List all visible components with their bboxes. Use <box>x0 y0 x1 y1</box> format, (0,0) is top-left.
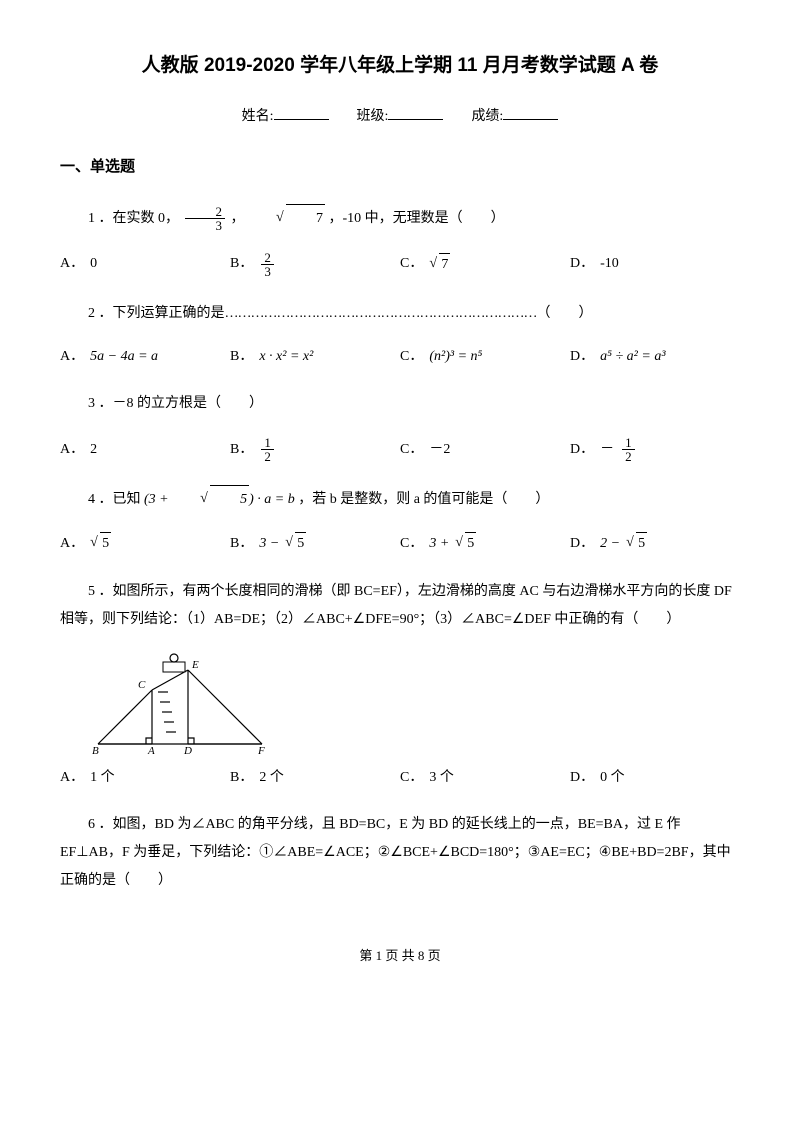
q4-option-d[interactable]: D．2 − 5 <box>570 532 740 555</box>
q1-option-d[interactable]: D．-10 <box>570 251 740 278</box>
q1-text-post: ，-10 中，无理数是（ ） <box>329 211 505 226</box>
q4-option-b[interactable]: B．3 − 5 <box>230 532 400 555</box>
page: 人教版 2019-2020 学年八年级上学期 11 月月考数学试题 A 卷 姓名… <box>0 0 800 1004</box>
q1-comma1: ， <box>231 211 245 226</box>
label-D: D <box>183 745 192 757</box>
q4-option-a[interactable]: A．5 <box>60 532 230 555</box>
q2-text: 2 ．下列运算正确的是 <box>88 306 225 321</box>
label-C: C <box>138 679 146 691</box>
q4-expr: (3 + 5) · a = b <box>144 492 295 507</box>
q2-option-d[interactable]: D．a⁵ ÷ a² = a³ <box>570 346 740 368</box>
q5-option-a[interactable]: A．1 个 <box>60 767 230 789</box>
q1-text-pre: 1 ．在实数 0， <box>88 211 179 226</box>
q1-options: A．0 B．23 C．7 D．-10 <box>60 251 740 278</box>
score-label: 成绩: <box>471 109 503 124</box>
question-6: 6 ．如图，BD 为∠ABC 的角平分线，且 BD=BC，E 为 BD 的延长线… <box>60 811 740 895</box>
label-A: A <box>147 745 155 757</box>
q3-option-a[interactable]: A．2 <box>60 436 230 463</box>
question-4: 4 ．已知 (3 + 5) · a = b ，若 b 是整数，则 a 的值可能是… <box>60 485 740 514</box>
student-info-line: 姓名: 班级: 成绩: <box>60 105 740 125</box>
q2-option-c[interactable]: C．(n²)³ = n⁵ <box>400 346 570 368</box>
q2-option-a[interactable]: A．5a − 4a = a <box>60 346 230 368</box>
fraction-2-3: 23 <box>185 205 226 232</box>
sqrt-icon: 5 <box>285 532 306 555</box>
sqrt-icon: 5 <box>626 532 647 555</box>
label-F: F <box>257 745 265 757</box>
page-footer: 第 1 页 共 8 页 <box>60 945 740 964</box>
q4-text-post: ，若 b 是整数，则 a 的值可能是（ ） <box>298 492 549 507</box>
q3-option-b[interactable]: B．12 <box>230 436 400 463</box>
label-E: E <box>191 659 199 671</box>
q5-option-d[interactable]: D．0 个 <box>570 767 740 789</box>
question-3: 3 ．－8 的立方根是（ ） <box>60 390 740 418</box>
q3-options: A．2 B．12 C．－2 D．－12 <box>60 436 740 463</box>
exam-title: 人教版 2019-2020 学年八年级上学期 11 月月考数学试题 A 卷 <box>60 50 740 77</box>
q4-text-pre: 4 ．已知 <box>88 492 141 507</box>
class-label: 班级: <box>357 109 389 124</box>
sqrt-icon: 5 <box>455 532 476 555</box>
q2-dots: ……………………………………………………………… <box>225 306 537 321</box>
q5-option-c[interactable]: C．3 个 <box>400 767 570 789</box>
q5-diagram: B A C D E F <box>90 652 270 757</box>
fraction-icon: 12 <box>261 436 274 463</box>
sqrt-icon: 5 <box>172 485 249 514</box>
sqrt-7: 7 <box>248 204 325 233</box>
question-5: 5 ．如图所示，有两个长度相同的滑梯（即 BC=EF），左边滑梯的高度 AC 与… <box>60 578 740 634</box>
sqrt-icon: 7 <box>429 253 450 276</box>
q3-option-c[interactable]: C．－2 <box>400 436 570 463</box>
question-1: 1 ．在实数 0， 23 ， 7 ，-10 中，无理数是（ ） <box>60 204 740 233</box>
q2-options: A．5a − 4a = a B．x · x² = x² C．(n²)³ = n⁵… <box>60 346 740 368</box>
fraction-icon: 12 <box>622 436 635 463</box>
q1-option-b[interactable]: B．23 <box>230 251 400 278</box>
name-label: 姓名: <box>242 109 274 124</box>
q2-option-b[interactable]: B．x · x² = x² <box>230 346 400 368</box>
question-2: 2 ．下列运算正确的是………………………………………………………………（ ） <box>60 300 740 328</box>
class-blank[interactable] <box>388 105 443 120</box>
label-B: B <box>92 745 99 757</box>
q2-paren: （ ） <box>537 306 593 321</box>
q5-option-b[interactable]: B．2 个 <box>230 767 400 789</box>
q1-option-a[interactable]: A．0 <box>60 251 230 278</box>
section-heading: 一、单选题 <box>60 155 740 176</box>
sqrt-icon: 5 <box>90 532 111 555</box>
name-blank[interactable] <box>274 105 329 120</box>
q5-options: A．1 个 B．2 个 C．3 个 D．0 个 <box>60 767 740 789</box>
q4-option-c[interactable]: C．3 + 5 <box>400 532 570 555</box>
q3-option-d[interactable]: D．－12 <box>570 436 740 463</box>
q4-options: A．5 B．3 − 5 C．3 + 5 D．2 − 5 <box>60 532 740 555</box>
q1-option-c[interactable]: C．7 <box>400 251 570 278</box>
score-blank[interactable] <box>503 105 558 120</box>
fraction-icon: 23 <box>261 251 274 278</box>
